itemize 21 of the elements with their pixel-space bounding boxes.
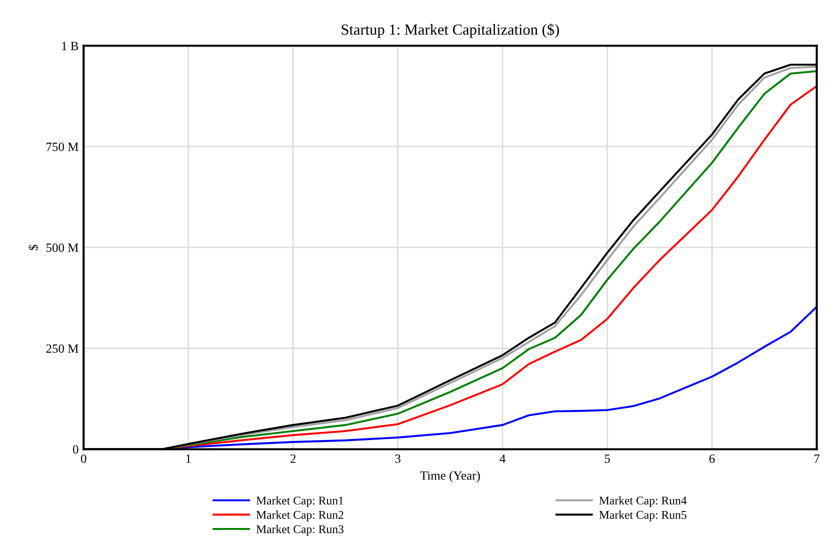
y-tick-label: 500 M	[46, 244, 78, 252]
legend-label: Market Cap: Run2	[256, 510, 344, 522]
x-tick-label: 7	[814, 454, 820, 463]
y-tick-label: 1 B	[62, 42, 78, 50]
x-tick-label: 0	[80, 454, 86, 463]
x-tick-label: 6	[709, 454, 715, 463]
chart-title: Startup 1: Market Capitalization ($)	[342, 24, 559, 38]
x-axis-title: Time (Year)	[420, 470, 480, 482]
y-axis-title: $	[28, 244, 38, 250]
legend-label: Market Cap: Run5	[599, 510, 686, 522]
x-tick-label: 4	[500, 454, 506, 463]
x-tick-label: 2	[290, 454, 296, 463]
x-tick-label: 5	[604, 454, 610, 463]
legend-label: Market Cap: Run4	[599, 496, 687, 507]
x-tick-label: 1	[186, 454, 191, 463]
legend-label: Market Cap: Run3	[256, 524, 344, 536]
legend-label: Market Cap: Run1	[256, 496, 344, 507]
x-tick-label: 3	[395, 454, 400, 463]
y-tick-label: 750 M	[46, 142, 78, 152]
y-tick-label: 0	[72, 445, 78, 454]
y-tick-label: 250 M	[46, 344, 78, 353]
